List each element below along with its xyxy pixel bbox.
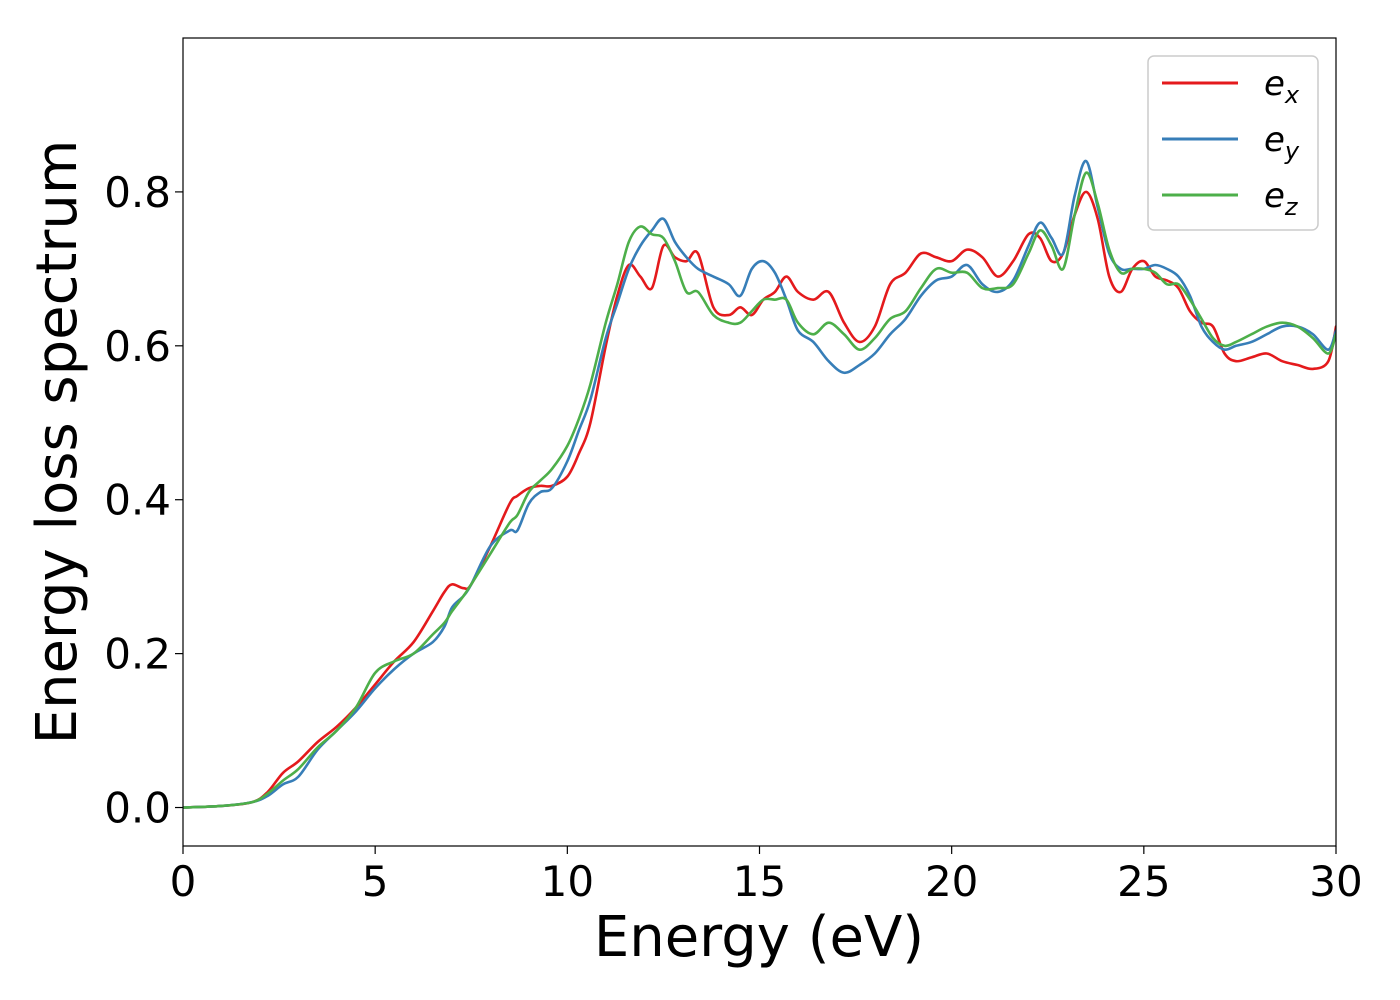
y-tick-label: 0.2	[104, 630, 171, 679]
x-tick-label: 25	[1117, 857, 1170, 906]
x-axis: 0 5 10 15 20 25 30	[170, 846, 1363, 906]
y-axis: 0.0 0.2 0.4 0.6 0.8	[104, 168, 183, 833]
y-tick-label: 0.4	[104, 476, 171, 525]
legend-label-z: ez	[1264, 176, 1299, 221]
y-tick-label: 0.0	[104, 784, 171, 833]
legend-box	[1147, 55, 1319, 231]
legend-label-x: ex	[1264, 64, 1300, 109]
legend-label-y: ey	[1264, 120, 1300, 165]
series-line-z	[183, 171, 1336, 809]
x-tick-label: 10	[541, 857, 594, 906]
series-line-x	[183, 190, 1336, 809]
y-axis-title: Energy loss spectrum	[25, 140, 90, 745]
x-tick-label: 15	[733, 857, 786, 906]
x-tick-label: 5	[362, 857, 389, 906]
legend: ex ey ez	[1147, 55, 1319, 231]
x-tick-label: 20	[925, 857, 978, 906]
series-layer	[183, 159, 1336, 809]
y-tick-label: 0.8	[104, 168, 171, 217]
x-tick-label: 30	[1309, 857, 1362, 906]
y-tick-label: 0.6	[104, 322, 171, 371]
x-axis-title: Energy (eV)	[594, 905, 924, 970]
x-tick-label: 0	[170, 857, 197, 906]
